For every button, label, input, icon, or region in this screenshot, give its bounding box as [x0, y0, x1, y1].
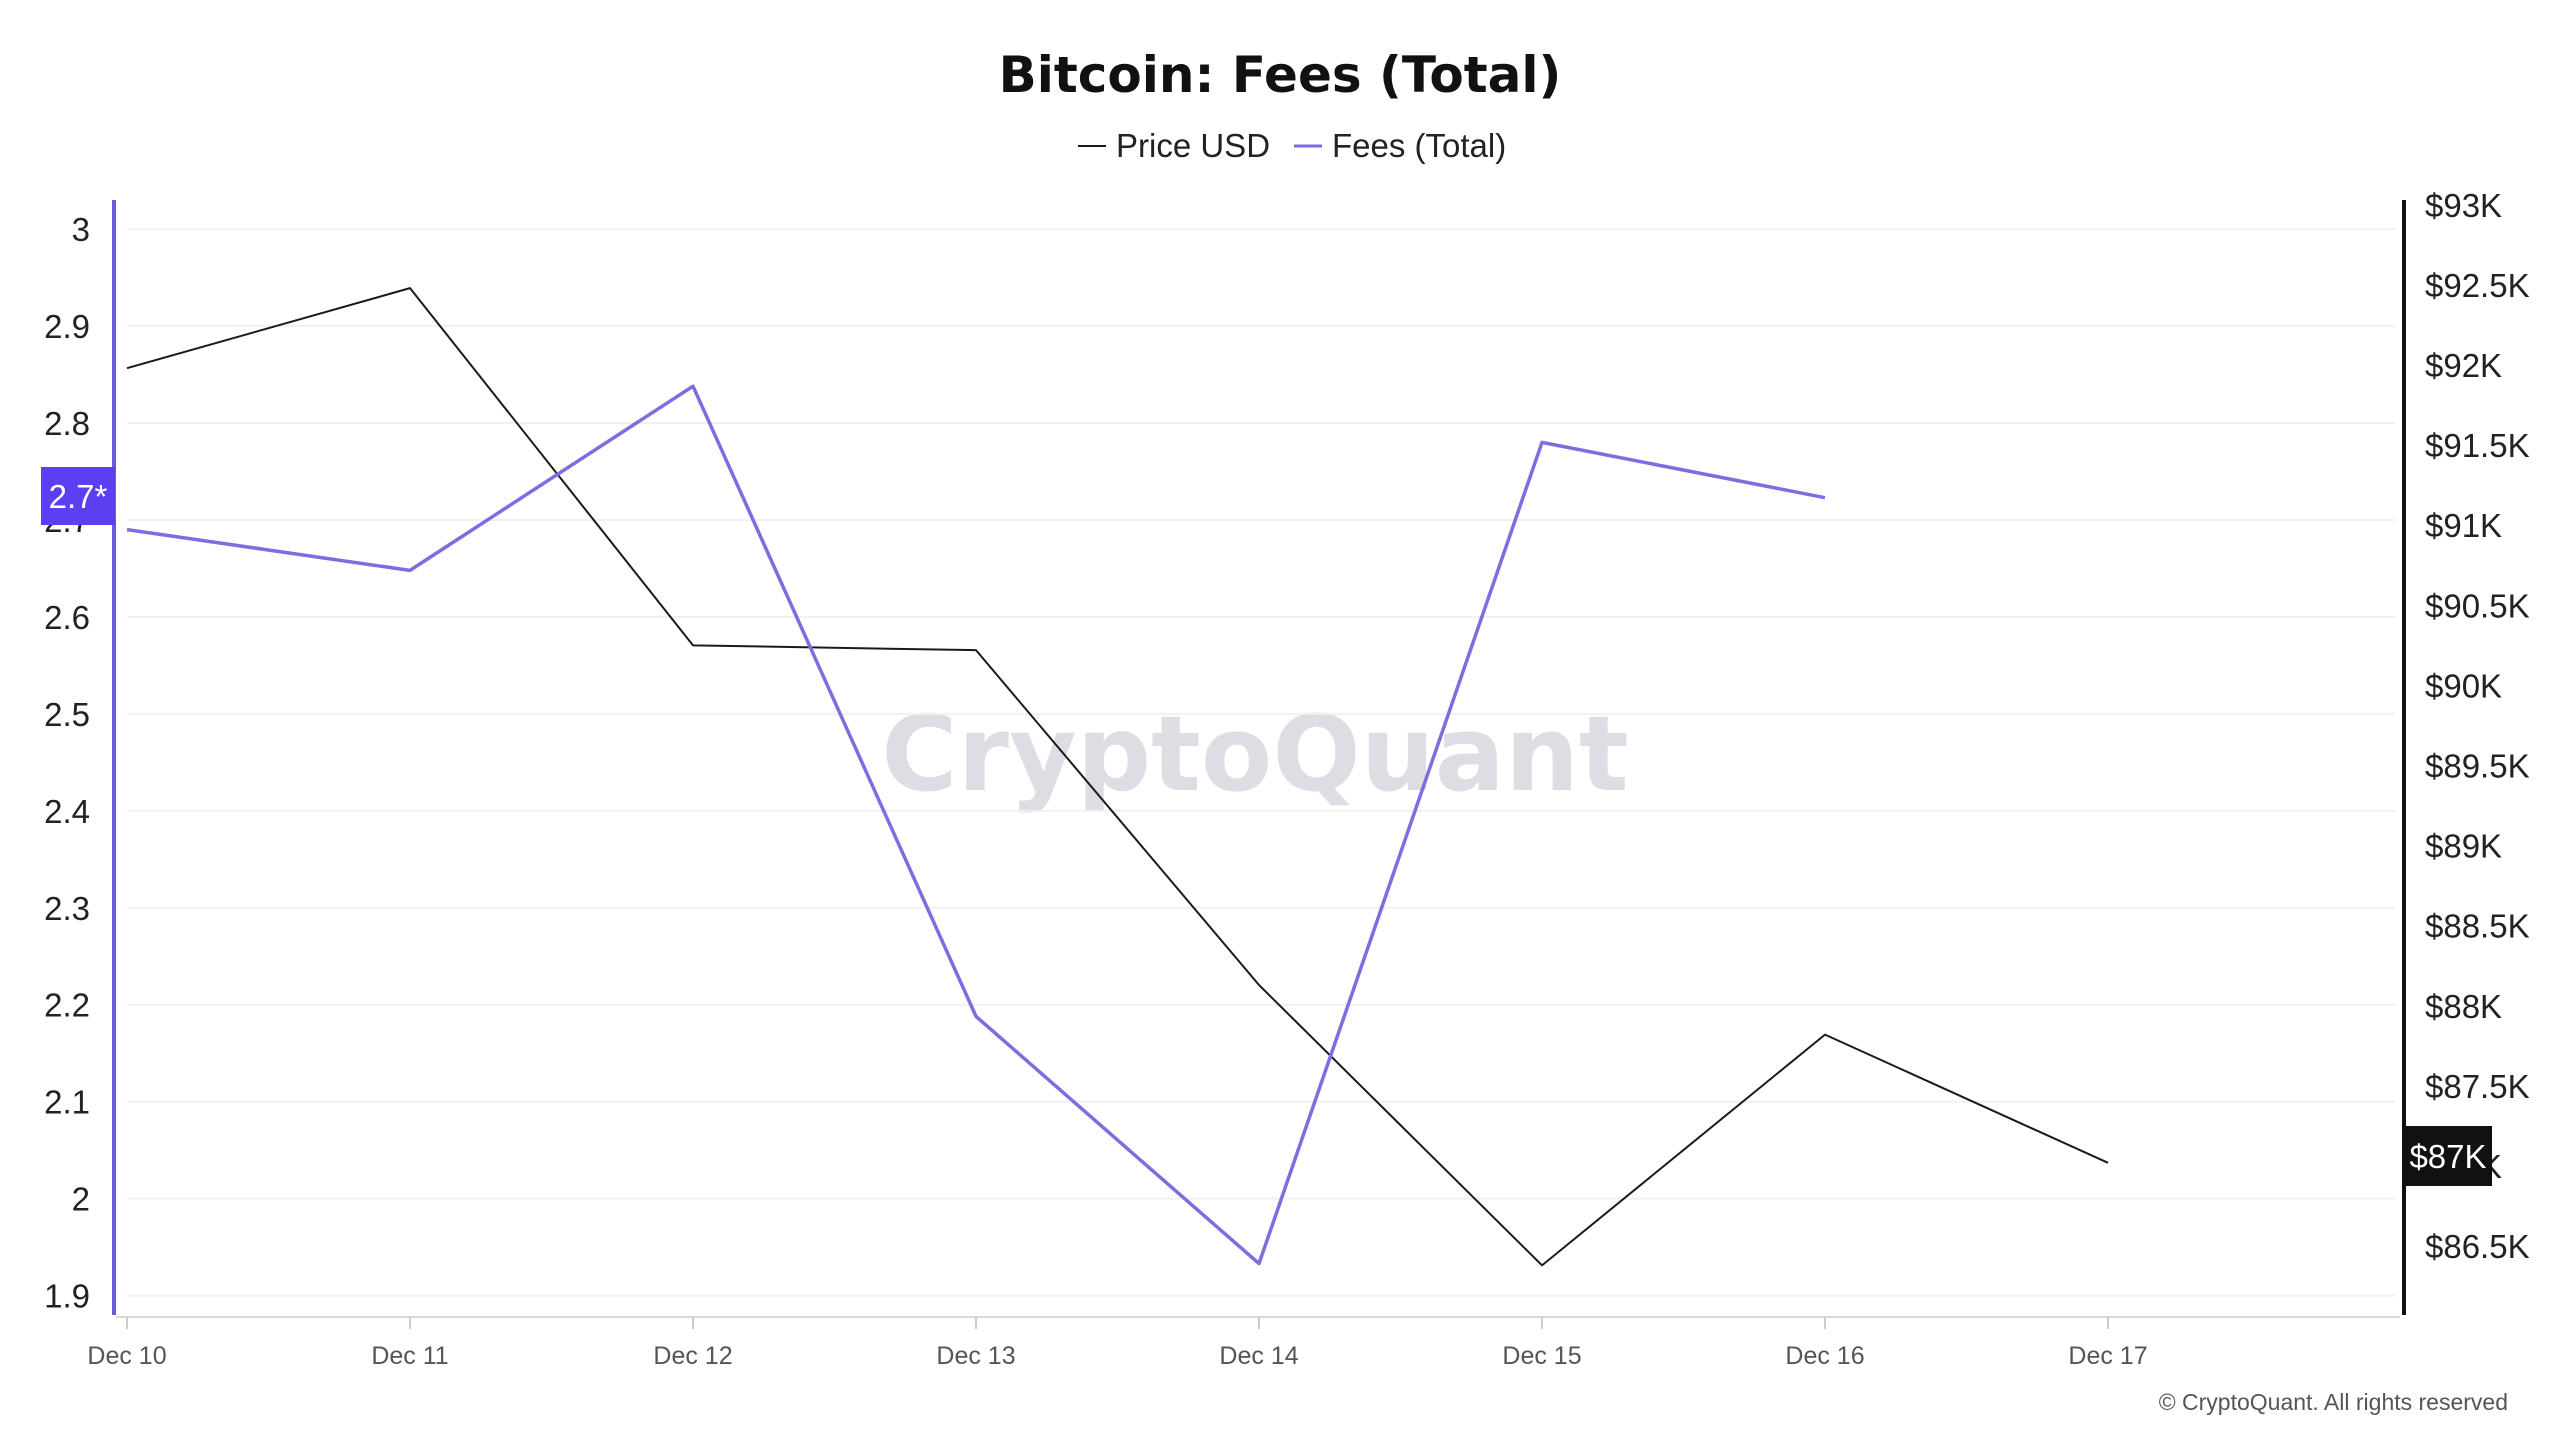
- right-tick-label: $92.5K: [2425, 267, 2530, 304]
- left-axis-ticks: 32.92.82.72.62.52.42.32.22.121.9: [44, 211, 90, 1315]
- left-badge-text: 2.7*: [49, 478, 108, 515]
- x-tick-label: Dec 14: [1219, 1342, 1298, 1370]
- price-usd-line: [126, 287, 2109, 1267]
- chart-title: Bitcoin: Fees (Total): [999, 46, 1562, 104]
- grid-lines: [127, 228, 2395, 1297]
- right-tick-label: $86.5K: [2425, 1228, 2530, 1265]
- left-tick-label: 3: [72, 211, 90, 248]
- right-axis-badge: $87K: [2404, 1126, 2492, 1186]
- x-tick-label: Dec 15: [1502, 1342, 1581, 1370]
- left-tick-label: 2.6: [44, 599, 90, 636]
- x-tick-label: Dec 16: [1785, 1342, 1864, 1370]
- x-tick-label: Dec 12: [653, 1342, 732, 1370]
- x-axis-ticks: Dec 10 Dec 11 Dec 12 Dec 13 Dec 14 Dec 15 Dec …: [87, 1317, 2148, 1370]
- x-tick-label: Dec 11: [371, 1342, 448, 1370]
- right-tick-label: $90K: [2425, 667, 2502, 704]
- right-tick-label: $88K: [2425, 988, 2502, 1025]
- watermark: CryptoQuant: [881, 693, 1628, 815]
- left-tick-label: 2.5: [44, 696, 90, 733]
- fees-total-line: [126, 384, 1826, 1266]
- left-tick-label: 2.1: [44, 1084, 90, 1121]
- left-axis-badge: 2.7*: [41, 467, 115, 525]
- series-lines: [126, 287, 2109, 1267]
- right-tick-label: $89.5K: [2425, 748, 2530, 785]
- x-tick-label: Dec 10: [87, 1342, 166, 1370]
- left-tick-label: 2.4: [44, 793, 90, 830]
- left-tick-label: 2: [72, 1181, 90, 1218]
- legend-fees-label[interactable]: Fees (Total): [1332, 127, 1506, 164]
- right-tick-label: $92K: [2425, 347, 2502, 384]
- right-tick-label: $87.5K: [2425, 1068, 2530, 1105]
- left-tick-label: 1.9: [44, 1278, 90, 1315]
- x-tick-label: Dec 13: [936, 1342, 1015, 1370]
- x-tick-label: Dec 17: [2068, 1342, 2147, 1370]
- legend: Price USD Fees (Total): [1078, 127, 1506, 164]
- left-tick-label: 2.2: [44, 987, 90, 1024]
- legend-price-label[interactable]: Price USD: [1116, 127, 1270, 164]
- left-tick-label: 2.8: [44, 405, 90, 442]
- right-badge-text: $87K: [2409, 1138, 2486, 1175]
- right-tick-label: $89K: [2425, 828, 2502, 865]
- left-tick-label: 2.3: [44, 890, 90, 927]
- left-tick-label: 2.9: [44, 308, 90, 345]
- right-tick-label: $91K: [2425, 507, 2502, 544]
- copyright-notice: © CryptoQuant. All rights reserved: [2159, 1389, 2508, 1415]
- right-axis-ticks: $93K $92.5K $92K $91.5K $91K $90.5K $90K $89.5K…: [2425, 187, 2530, 1265]
- right-tick-label: $88.5K: [2425, 908, 2530, 945]
- right-tick-label: $90.5K: [2425, 587, 2530, 624]
- right-tick-label: $91.5K: [2425, 427, 2530, 464]
- right-tick-label: $93K: [2425, 187, 2502, 224]
